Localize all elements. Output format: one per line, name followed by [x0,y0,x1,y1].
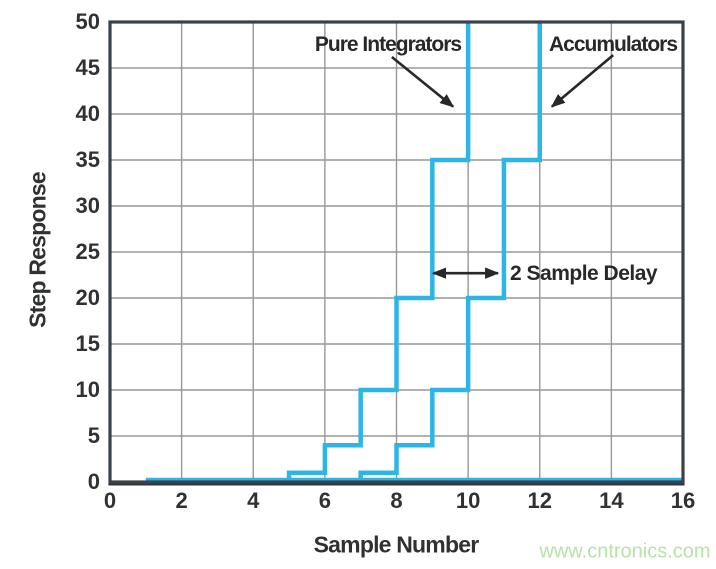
y-tick-label-0: 0 [87,469,100,494]
x-tick-label-4: 4 [247,488,260,513]
x-tick-label-16: 16 [670,488,696,513]
x-axis-title: Sample Number [313,531,480,558]
y-tick-label-10: 10 [75,377,100,402]
series-accumulators [358,22,542,481]
delay-label: 2 Sample Delay [510,262,658,285]
accumulators-arrow [550,54,615,108]
y-tick-label-35: 35 [75,147,100,172]
x-tick-label-14: 14 [599,488,624,513]
y-tick-label-30: 30 [75,193,100,218]
plot-frame [108,20,685,484]
pure-integrators-arrow [391,55,455,108]
x-tick-label-8: 8 [390,488,403,513]
x-tick-label-2: 2 [175,488,188,513]
y-tick-label-45: 45 [75,55,100,80]
y-tick-label-40: 40 [75,101,100,126]
y-tick-label-15: 15 [75,331,100,356]
pure-integrators-label: Pure Integrators [314,33,462,56]
y-tick-label-50: 50 [75,9,100,34]
y-tick-label-25: 25 [75,239,100,264]
watermark: www.cntronics.com [539,540,711,563]
x-tick-label-12: 12 [527,488,552,513]
series-pure-integrators [286,22,471,481]
y-tick-label-20: 20 [75,285,100,310]
x-tick-label-6: 6 [318,488,331,513]
x-tick-label-0: 0 [103,488,117,513]
accumulators-label: Accumulators [548,33,678,56]
x-tick-label-10: 10 [455,488,481,513]
y-tick-label-5: 5 [87,423,100,448]
